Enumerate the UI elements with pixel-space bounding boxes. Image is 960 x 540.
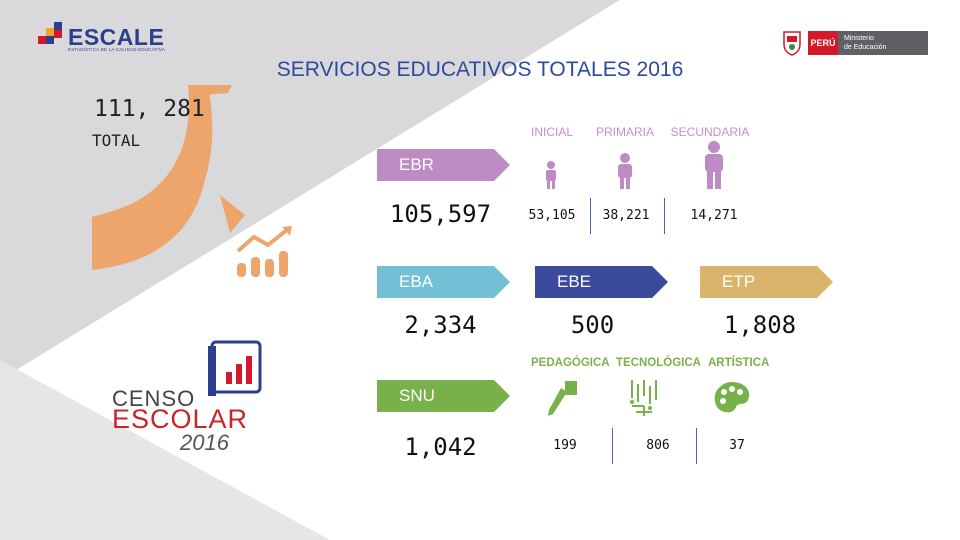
total-label: TOTAL <box>92 131 141 150</box>
level-label-secundaria: SECUNDARIA <box>670 125 750 139</box>
growth-chart-icon <box>236 226 292 277</box>
level-label-inicial: INICIAL <box>530 125 573 139</box>
escale-tagline: ESTADÍSTICA DE LA CALIDAD EDUCATIVA <box>68 47 166 52</box>
peru-shield-icon <box>783 31 801 56</box>
escale-logo-icon <box>38 22 62 44</box>
eba-banner: EBA <box>377 266 510 298</box>
separator <box>696 428 697 464</box>
separator <box>612 428 613 464</box>
censo-line1: CENSO <box>112 386 196 411</box>
total-arc <box>92 85 245 270</box>
peru-label: PERÚ <box>808 31 838 55</box>
ebr-value: 105,597 <box>389 200 492 228</box>
teen-icon <box>705 141 723 189</box>
censo-line2: ESCOLAR <box>112 404 249 434</box>
snu-type-pedagogica: PEDAGÓGICA <box>531 357 610 369</box>
snu-type-artistica: ARTÍSTICA <box>708 357 770 369</box>
separator <box>590 198 591 234</box>
book-chart-icon <box>208 340 262 396</box>
ebe-banner: EBE <box>535 266 668 298</box>
ebe-value: 500 <box>570 311 615 339</box>
child-icon <box>546 161 556 189</box>
total-value: 111, 281 <box>94 96 205 122</box>
pen-icon <box>548 381 577 416</box>
circuit-icon <box>630 380 657 416</box>
censo-year: 2016 <box>180 430 229 455</box>
level-value-inicial: 53,105 <box>528 208 576 223</box>
snu-banner: SNU <box>377 380 510 412</box>
student-icon <box>618 153 632 189</box>
snu-value-tecnologica: 806 <box>646 438 670 453</box>
level-value-secundaria: 14,271 <box>690 208 738 223</box>
page-title: SERVICIOS EDUCATIVOS TOTALES 2016 <box>276 58 684 81</box>
ebr-banner: EBR <box>377 149 510 181</box>
separator <box>664 198 665 234</box>
etp-value: 1,808 <box>723 311 797 339</box>
ministry-label: Ministerio de Educación <box>838 31 928 55</box>
snu-value-artistica: 37 <box>729 438 745 453</box>
ministry-line2: de Educación <box>844 44 887 51</box>
ministry-line1: Ministerio <box>844 35 874 42</box>
snu-type-tecnologica: TECNOLÓGICA <box>616 357 701 369</box>
palette-icon <box>714 382 750 413</box>
snu-value: 1,042 <box>404 433 477 461</box>
eba-value: 2,334 <box>404 311 477 339</box>
etp-banner: ETP <box>700 266 833 298</box>
escale-logo-text: ESCALE <box>68 24 165 50</box>
snu-value-pedagogica: 199 <box>553 438 577 453</box>
level-label-primaria: PRIMARIA <box>595 125 654 139</box>
level-value-primaria: 38,221 <box>602 208 650 223</box>
